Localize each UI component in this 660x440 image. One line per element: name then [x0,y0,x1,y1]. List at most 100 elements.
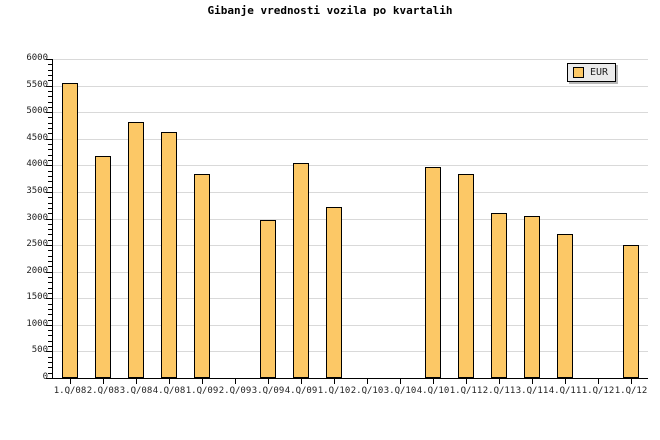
y-minor-tick-3200 [48,208,52,209]
y-major-tick-3500 [46,192,52,193]
x-axis-label-0: 1.Q/08 [53,386,87,396]
bar[interactable] [491,213,507,378]
y-minor-tick-5800 [48,70,52,71]
y-minor-tick-4400 [48,144,52,145]
gridline-5000 [53,112,648,113]
y-axis-label-2000: 2000 [26,266,48,276]
y-major-tick-0 [46,378,52,379]
y-minor-tick-4100 [48,160,52,161]
legend-label-eur: EUR [590,67,609,78]
y-major-tick-5000 [46,112,52,113]
x-axis-label-11: 4.Q/10 [416,386,450,396]
gridline-3000 [53,219,648,220]
y-major-tick-500 [46,351,52,352]
y-axis-label-3500: 3500 [26,186,48,196]
y-minor-tick-2900 [48,224,52,225]
y-minor-tick-5200 [48,102,52,103]
bar[interactable] [128,122,144,378]
y-minor-tick-3300 [48,203,52,204]
chart-legend: EUR [567,63,617,82]
bar[interactable] [293,163,309,378]
y-minor-tick-2200 [48,261,52,262]
gridline-2500 [53,245,648,246]
legend-swatch-eur [573,67,584,78]
y-minor-tick-700 [48,341,52,342]
y-minor-tick-4300 [48,149,52,150]
x-tick-2 [136,379,137,384]
y-axis-label-5500: 5500 [26,80,48,90]
bar[interactable] [194,174,210,378]
x-tick-3 [169,379,170,384]
x-axis-label-4: 1.Q/09 [185,386,219,396]
bar[interactable] [95,156,111,378]
gridline-1000 [53,325,648,326]
x-tick-11 [433,379,434,384]
y-major-tick-2500 [46,245,52,246]
bar[interactable] [524,216,540,378]
bar[interactable] [425,167,441,378]
bar[interactable] [458,174,474,378]
x-tick-1 [103,379,104,384]
y-minor-tick-900 [48,330,52,331]
y-minor-tick-800 [48,335,52,336]
bar[interactable] [557,234,573,378]
y-major-tick-4500 [46,139,52,140]
y-minor-tick-1900 [48,277,52,278]
x-axis-label-17: 1.Q/12 [614,386,648,396]
gridline-5500 [53,86,648,87]
x-axis-label-5: 2.Q/09 [218,386,252,396]
x-tick-14 [532,379,533,384]
y-axis-label-1000: 1000 [26,319,48,329]
gridline-500 [53,351,648,352]
y-axis-label-2500: 2500 [26,239,48,249]
gridline-3500 [53,192,648,193]
y-axis-label-4000: 4000 [26,159,48,169]
y-minor-tick-5100 [48,107,52,108]
y-minor-tick-5400 [48,91,52,92]
bar[interactable] [623,245,639,378]
y-minor-tick-1800 [48,282,52,283]
x-tick-0 [70,379,71,384]
x-axis-label-6: 3.Q/09 [251,386,285,396]
x-axis-line [52,378,648,379]
x-tick-7 [301,379,302,384]
x-axis-label-14: 3.Q/11 [515,386,549,396]
y-minor-tick-1100 [48,320,52,321]
y-axis-label-500: 500 [31,345,48,355]
x-axis-label-8: 1.Q/10 [317,386,351,396]
gridline-4000 [53,165,648,166]
y-minor-tick-4900 [48,117,52,118]
bar[interactable] [62,83,78,378]
y-axis-label-0: 0 [42,372,48,382]
y-minor-tick-1600 [48,293,52,294]
plot-area [53,59,648,379]
y-minor-tick-1200 [48,314,52,315]
y-minor-tick-4600 [48,133,52,134]
y-minor-tick-2300 [48,256,52,257]
y-minor-tick-5900 [48,64,52,65]
bar[interactable] [326,207,342,378]
gridline-1500 [53,298,648,299]
y-axis-label-3000: 3000 [26,213,48,223]
y-minor-tick-2100 [48,266,52,267]
y-axis-label-4500: 4500 [26,133,48,143]
x-tick-13 [499,379,500,384]
bar[interactable] [260,220,276,378]
y-minor-tick-3600 [48,187,52,188]
y-minor-tick-3800 [48,176,52,177]
y-axis-label-6000: 6000 [26,53,48,63]
y-axis-label-1500: 1500 [26,292,48,302]
y-minor-tick-4800 [48,123,52,124]
bar[interactable] [161,132,177,378]
y-minor-tick-2600 [48,240,52,241]
y-minor-tick-4700 [48,128,52,129]
y-minor-tick-5300 [48,96,52,97]
gridline-2000 [53,272,648,273]
y-minor-tick-1300 [48,309,52,310]
y-axis-line [52,59,53,379]
y-minor-tick-1700 [48,288,52,289]
y-minor-tick-3100 [48,213,52,214]
x-axis-label-2: 3.Q/08 [119,386,153,396]
y-minor-tick-200 [48,367,52,368]
